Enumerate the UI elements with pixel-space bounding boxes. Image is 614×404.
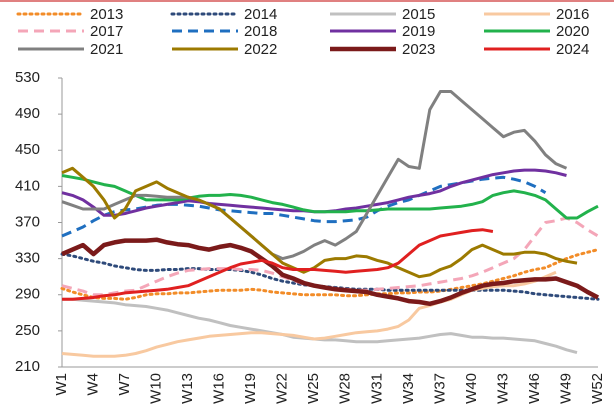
x-tick-label: W1 <box>53 373 70 396</box>
y-tick-label: 490 <box>15 105 40 122</box>
y-tick-label: 290 <box>15 286 40 303</box>
series-line <box>61 175 547 238</box>
x-tick-label: W22 <box>274 373 291 404</box>
series-line <box>61 166 578 279</box>
x-tick-label: W43 <box>494 373 511 404</box>
series-line <box>61 237 600 307</box>
x-tick-label: W4 <box>84 373 101 396</box>
series-line <box>61 90 568 261</box>
x-tick-label: W19 <box>242 373 259 404</box>
y-tick-label: 330 <box>15 250 40 267</box>
legend-label: 2017 <box>90 23 123 40</box>
x-tick-label: W49 <box>557 373 574 404</box>
x-tick-label: W31 <box>368 373 385 404</box>
x-tick-label: W52 <box>589 373 606 404</box>
legend-label: 2021 <box>90 41 123 58</box>
x-tick-label: W46 <box>526 373 543 404</box>
x-tick-label: W25 <box>305 373 322 404</box>
legend-label: 2018 <box>244 23 277 40</box>
legend-label: 2023 <box>402 41 435 58</box>
x-tick-label: W28 <box>337 373 354 404</box>
x-tick-label: W40 <box>463 373 480 404</box>
x-tick-label: W16 <box>211 373 228 404</box>
legend-label: 2015 <box>402 6 435 23</box>
y-tick-label: 210 <box>15 358 40 375</box>
x-tick-label: W13 <box>179 373 196 404</box>
y-tick-label: 370 <box>15 213 40 230</box>
legend-label: 2013 <box>90 6 123 23</box>
series-line <box>62 297 578 355</box>
series-line <box>61 174 599 220</box>
y-tick-label: 530 <box>15 69 40 86</box>
x-tick-label: W10 <box>148 373 165 404</box>
legend-label: 2016 <box>556 6 589 23</box>
y-tick-label: 250 <box>15 322 40 339</box>
legend-label: 2022 <box>244 41 277 58</box>
legend-label: 2014 <box>244 6 277 23</box>
y-tick-label: 450 <box>15 141 40 158</box>
legend-label: 2024 <box>556 41 589 58</box>
x-tick-label: W37 <box>431 373 448 404</box>
series-line <box>61 216 599 297</box>
legend-label: 2020 <box>556 23 589 40</box>
legend-label: 2019 <box>402 23 435 40</box>
x-tick-label: W34 <box>400 373 417 404</box>
x-tick-label: W7 <box>116 373 133 396</box>
series-line <box>60 248 600 301</box>
series-line <box>62 228 494 301</box>
y-tick-label: 410 <box>15 177 40 194</box>
